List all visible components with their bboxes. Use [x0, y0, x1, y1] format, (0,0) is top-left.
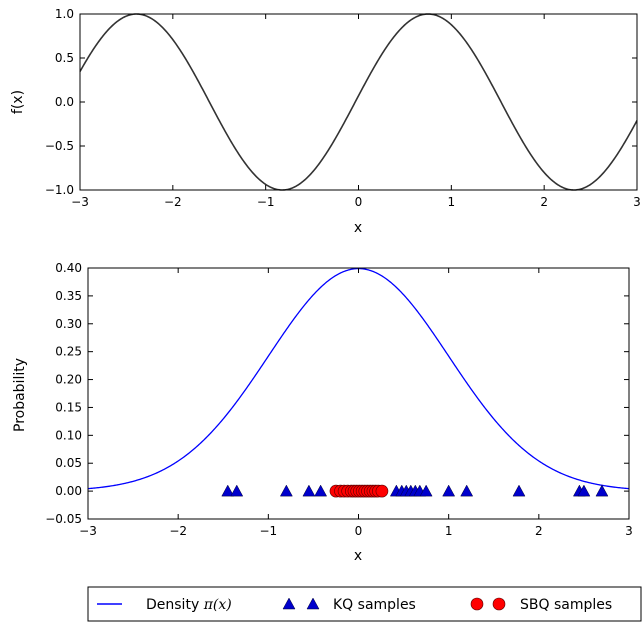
bottom-chart: −3 −2 −1 0 1 2 3 0.400.350.300.250.200.150.100…: [12, 261, 633, 564]
bottom-chart-x-tick-label: 0: [355, 524, 363, 538]
legend-sbq-marker: [492, 597, 506, 611]
legend-kq-label: KQ samples: [333, 597, 416, 613]
bottom-chart-x-tick-label: 3: [625, 524, 633, 538]
bottom-chart-y-axis: 0.40 0.35 0.30 0.25 0.20 0.15 0.10 0.05 0.00 −0.0…: [45, 261, 629, 526]
top-chart-x-tick-label: 3: [633, 195, 641, 209]
legend-sbq-label: SBQ samples: [520, 597, 612, 613]
top-chart-x-tick-label: −1: [257, 195, 275, 209]
top-chart-y-axis: 1.0 0.5 0.0 −0.5 −1.0: [45, 7, 637, 197]
top-chart-line: [79, 13, 638, 191]
top-chart-x-tick-label: 0: [355, 195, 363, 209]
top-chart-series: [79, 13, 638, 191]
bottom-chart-y-tick-label: 0.00: [55, 484, 82, 498]
kq-sample-point: [279, 484, 293, 497]
kq-sample-point: [512, 484, 526, 497]
bottom-chart-x-tick-label: −1: [259, 524, 277, 538]
legend-density-label: Density π(x): [146, 597, 232, 613]
bottom-chart-y-tick-label: 0.35: [55, 289, 82, 303]
legend-kq-marker: [306, 597, 320, 610]
kq-samples-series: [221, 484, 609, 497]
top-chart-x-tick-label: 1: [448, 195, 456, 209]
top-chart-y-tick-label: 1.0: [55, 7, 74, 21]
kq-sample-point: [314, 484, 328, 497]
bottom-chart-plot-frame: [87, 267, 630, 520]
kq-sample-point: [595, 484, 609, 497]
kq-sample-point: [230, 484, 244, 497]
bottom-chart-y-tick-label: 0.30: [55, 317, 82, 331]
kq-sample-point: [302, 484, 316, 497]
top-chart-x-tick-label: −3: [71, 195, 89, 209]
kq-sample-point: [221, 484, 235, 497]
bottom-chart-x-tick-label: −2: [169, 524, 187, 538]
bottom-chart-y-tick-label: −0.05: [45, 512, 82, 526]
legend-kq-marker: [282, 597, 296, 610]
kq-sample-point: [419, 484, 433, 497]
top-chart-y-tick-label: 0.5: [55, 51, 74, 65]
top-chart-plot-frame: [79, 13, 638, 191]
legend-sbq-marker: [470, 597, 484, 611]
legend: Density π(x) KQ samples SBQ samples: [87, 586, 642, 622]
top-chart-y-tick-label: 0.0: [55, 95, 74, 109]
bottom-chart-x-tick-label: 1: [445, 524, 453, 538]
top-chart-y-axis-label: f(x): [10, 90, 26, 114]
top-chart-x-axis-label: x: [354, 220, 362, 236]
density-line: [87, 267, 630, 490]
legend-frame: [87, 586, 642, 622]
bottom-chart-y-tick-label: 0.15: [55, 400, 82, 414]
top-chart-x-tick-label: −2: [164, 195, 182, 209]
density-series: [87, 267, 630, 490]
bottom-chart-y-tick-label: 0.10: [55, 428, 82, 442]
kq-sample-point: [577, 484, 591, 497]
bottom-chart-x-tick-label: 2: [535, 524, 543, 538]
bottom-chart-y-tick-label: 0.20: [55, 373, 82, 387]
bottom-chart-x-axis-label: x: [354, 548, 362, 564]
bottom-chart-x-tick-label: −3: [79, 524, 97, 538]
top-chart-x-tick-label: 2: [540, 195, 548, 209]
kq-sample-point: [460, 484, 474, 497]
top-chart-y-tick-label: −0.5: [45, 139, 74, 153]
bottom-chart-y-tick-label: 0.05: [55, 456, 82, 470]
bottom-chart-y-tick-label: 0.40: [55, 261, 82, 275]
top-chart-y-tick-label: −1.0: [45, 183, 74, 197]
sbq-sample-point: [375, 484, 389, 498]
top-chart-x-axis: −3 −2 −1 0 1 2 3: [71, 14, 641, 209]
bottom-chart-x-axis: −3 −2 −1 0 1 2 3: [79, 268, 633, 538]
sbq-samples-series: [329, 484, 389, 498]
bottom-chart-y-axis-label: Probability: [12, 358, 28, 432]
bottom-chart-y-tick-label: 0.25: [55, 345, 82, 359]
kq-sample-point: [442, 484, 456, 497]
top-chart: −3 −2 −1 0 1 2 3 1.0 0.5 0.0 −0.5 −1.0 x f(x): [10, 7, 641, 236]
